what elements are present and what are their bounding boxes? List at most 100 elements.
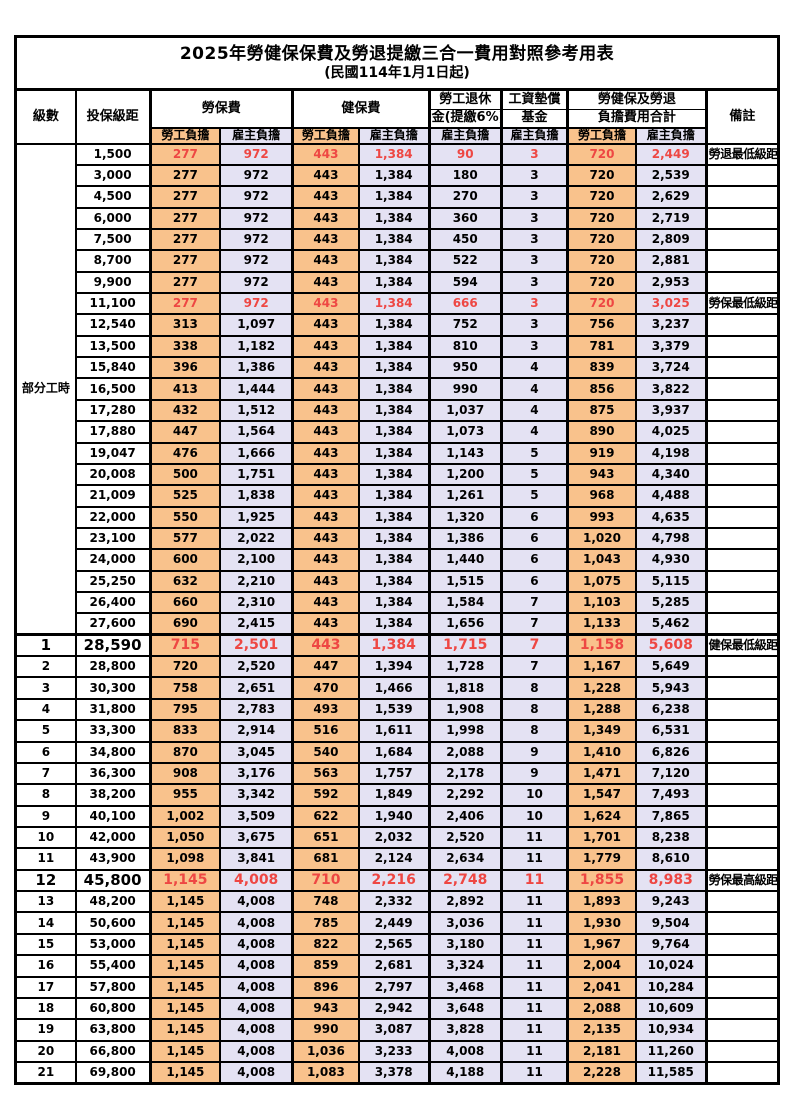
wage-fund-employer-cell: 11 bbox=[499, 1018, 569, 1042]
total-employee-cell: 1,547 bbox=[566, 783, 637, 807]
total-employee-cell: 856 bbox=[566, 377, 637, 401]
labor-insurance-employee-cell: 396 bbox=[148, 356, 222, 380]
remark-cell bbox=[704, 420, 780, 444]
health-insurance-employer-cell: 1,757 bbox=[357, 761, 431, 786]
health-insurance-employee-cell: 470 bbox=[291, 676, 360, 700]
health-insurance-employer-cell: 1,384 bbox=[357, 462, 431, 487]
header-row-2: 金(提繳6%) 基金 負擔費用合計 bbox=[16, 109, 779, 129]
col-header-health-insurance: 健保費 bbox=[291, 88, 431, 129]
level-cell: 20 bbox=[14, 1039, 77, 1063]
table-row: 9 40,100 1,002 3,509 622 1,940 2,406 10 … bbox=[14, 804, 780, 829]
total-employer-cell: 2,629 bbox=[634, 185, 708, 209]
remark-cell: 健保最低級距 bbox=[704, 633, 780, 658]
health-insurance-employer-cell: 2,216 bbox=[357, 868, 431, 893]
health-insurance-employee-cell: 443 bbox=[291, 526, 360, 551]
labor-insurance-employer-cell: 4,008 bbox=[219, 911, 294, 935]
health-insurance-employer-cell: 1,384 bbox=[357, 591, 431, 615]
table-row: 6,000 277 972 443 1,384 360 3 720 2,719 bbox=[16, 206, 780, 230]
pension-employer-cell: 2,292 bbox=[427, 783, 503, 807]
health-insurance-employee-cell: 443 bbox=[291, 313, 360, 337]
wage-fund-employer-cell: 7 bbox=[499, 633, 569, 658]
health-insurance-employee-cell: 943 bbox=[291, 996, 360, 1021]
level-cell: 6 bbox=[14, 740, 77, 764]
health-insurance-employer-cell: 1,384 bbox=[357, 484, 431, 508]
total-employer-cell: 3,822 bbox=[634, 377, 708, 401]
col-header-total-line1: 勞健保及勞退 bbox=[566, 88, 708, 110]
total-employer-cell: 10,609 bbox=[634, 996, 708, 1021]
health-insurance-employer-cell: 2,332 bbox=[357, 890, 431, 914]
bracket-cell: 16,500 bbox=[74, 377, 152, 401]
labor-insurance-employer-cell: 3,509 bbox=[219, 804, 294, 829]
table-row: 2 28,800 720 2,520 447 1,394 1,728 7 1,1… bbox=[14, 655, 780, 679]
labor-insurance-employee-cell: 277 bbox=[148, 163, 222, 188]
pension-employer-cell: 1,728 bbox=[427, 655, 503, 679]
total-employee-cell: 1,228 bbox=[566, 676, 637, 700]
bracket-cell: 21,009 bbox=[74, 484, 152, 508]
labor-insurance-employer-cell: 1,444 bbox=[219, 377, 294, 401]
total-employee-cell: 720 bbox=[566, 206, 637, 230]
table-body: 部分工時 1,500 277 972 443 1,384 90 3 720 2,… bbox=[14, 142, 780, 1085]
health-insurance-employer-cell: 1,384 bbox=[357, 420, 431, 444]
bracket-cell: 20,008 bbox=[74, 462, 152, 487]
bracket-cell: 60,800 bbox=[74, 996, 152, 1021]
health-insurance-employee-cell: 447 bbox=[291, 655, 360, 679]
remark-cell bbox=[704, 740, 780, 764]
labor-insurance-employee-cell: 1,050 bbox=[148, 825, 222, 850]
remark-cell: 勞退最低級距 bbox=[704, 142, 780, 166]
table-row: 5 33,300 833 2,914 516 1,611 1,998 8 1,3… bbox=[14, 719, 780, 743]
health-insurance-employee-cell: 681 bbox=[291, 847, 360, 871]
table-row: 12 45,800 1,145 4,008 710 2,216 2,748 11… bbox=[14, 868, 780, 893]
wage-fund-employer-cell: 11 bbox=[499, 996, 569, 1021]
labor-insurance-employee-cell: 1,145 bbox=[148, 868, 222, 893]
wage-fund-employer-cell: 10 bbox=[499, 804, 569, 829]
page-title: 2025年勞健保保費及勞退提繳三合一費用對照參考用表 bbox=[179, 43, 615, 64]
level-cell: 9 bbox=[14, 804, 77, 829]
remark-cell bbox=[704, 697, 780, 722]
total-employer-cell: 6,238 bbox=[634, 697, 708, 722]
level-cell: 16 bbox=[14, 954, 77, 978]
health-insurance-employer-cell: 1,384 bbox=[357, 206, 431, 230]
table-row: 21,009 525 1,838 443 1,384 1,261 5 968 4… bbox=[16, 484, 780, 508]
remark-cell bbox=[704, 569, 780, 594]
labor-insurance-employee-cell: 277 bbox=[148, 206, 222, 230]
level-cell: 10 bbox=[14, 825, 77, 850]
total-employee-cell: 1,855 bbox=[566, 868, 637, 893]
health-insurance-employer-cell: 1,384 bbox=[357, 569, 431, 594]
labor-insurance-employee-cell: 413 bbox=[148, 377, 222, 401]
level-cell: 18 bbox=[14, 996, 77, 1021]
table-row: 21 69,800 1,145 4,008 1,083 3,378 4,188 … bbox=[14, 1060, 780, 1085]
bracket-cell: 8,700 bbox=[74, 249, 152, 273]
health-insurance-employer-cell: 2,124 bbox=[357, 847, 431, 871]
total-employer-cell: 2,953 bbox=[634, 270, 708, 295]
pension-employer-cell: 4,008 bbox=[427, 1039, 503, 1063]
labor-insurance-employee-cell: 277 bbox=[148, 291, 222, 316]
health-insurance-employee-cell: 443 bbox=[291, 185, 360, 209]
remark-cell bbox=[704, 996, 780, 1021]
labor-insurance-employer-cell: 1,666 bbox=[219, 441, 294, 465]
total-employee-cell: 2,181 bbox=[566, 1039, 637, 1063]
total-employee-cell: 1,158 bbox=[566, 633, 637, 658]
level-cell: 8 bbox=[14, 783, 77, 807]
total-employee-cell: 1,075 bbox=[566, 569, 637, 594]
labor-insurance-employer-cell: 2,651 bbox=[219, 676, 294, 700]
health-insurance-employer-cell: 2,449 bbox=[357, 911, 431, 935]
labor-insurance-employee-cell: 277 bbox=[148, 185, 222, 209]
labor-insurance-employee-cell: 338 bbox=[148, 334, 222, 359]
health-insurance-employee-cell: 443 bbox=[291, 548, 360, 572]
table-row: 26,400 660 2,310 443 1,384 1,584 7 1,103… bbox=[16, 591, 780, 615]
labor-insurance-employer-cell: 972 bbox=[219, 270, 294, 295]
total-employer-cell: 9,504 bbox=[634, 911, 708, 935]
health-insurance-employee-cell: 443 bbox=[291, 142, 360, 166]
level-cell: 21 bbox=[14, 1060, 77, 1085]
level-cell: 3 bbox=[14, 676, 77, 700]
remark-cell bbox=[704, 484, 780, 508]
pension-employer-cell: 2,892 bbox=[427, 890, 503, 914]
level-cell: 15 bbox=[14, 932, 77, 957]
table-row: 4,500 277 972 443 1,384 270 3 720 2,629 bbox=[16, 185, 780, 209]
wage-fund-employer-cell: 11 bbox=[499, 932, 569, 957]
remark-cell bbox=[704, 163, 780, 188]
remark-cell: 勞保最高級距 bbox=[704, 868, 780, 893]
wage-fund-employer-cell: 3 bbox=[499, 334, 569, 359]
bracket-cell: 53,000 bbox=[74, 932, 152, 957]
remark-cell bbox=[704, 783, 780, 807]
